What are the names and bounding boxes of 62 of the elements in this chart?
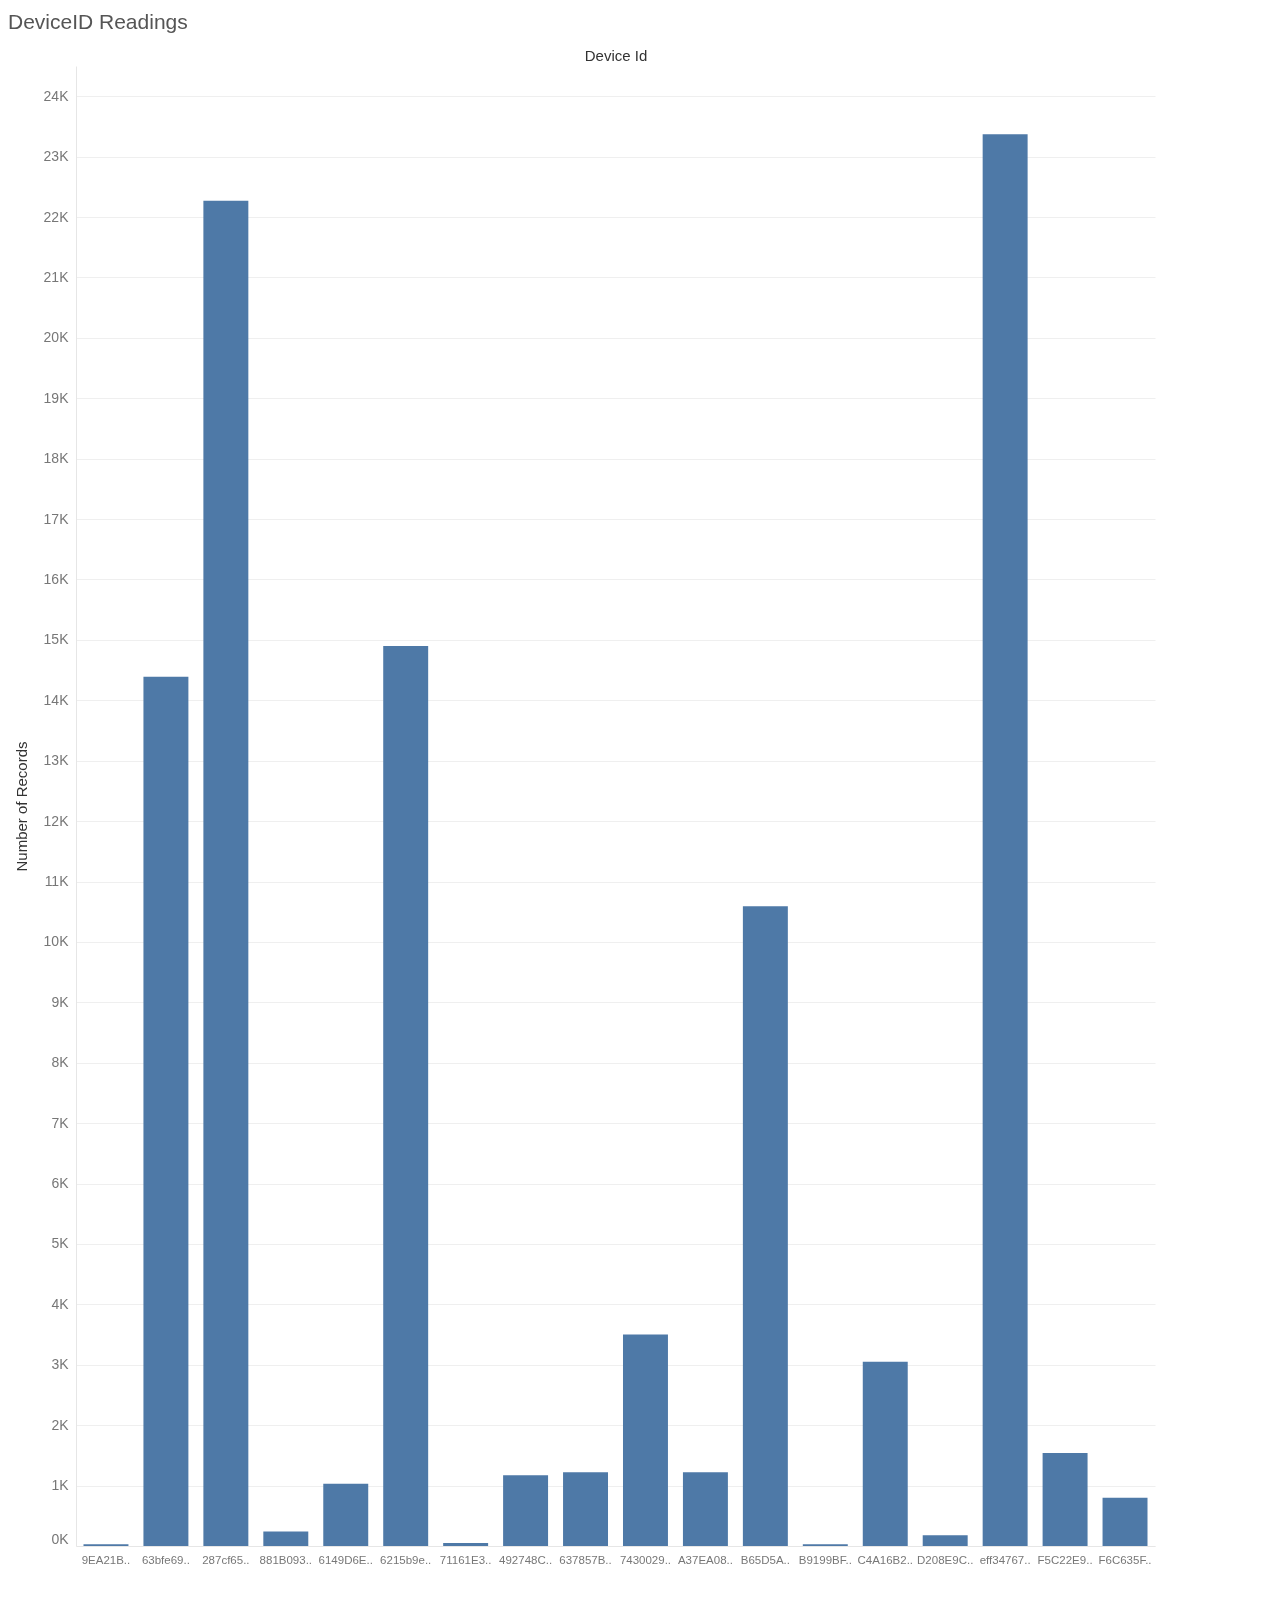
bar — [1102, 1497, 1148, 1546]
bar — [862, 1361, 908, 1546]
bar — [263, 1531, 309, 1546]
bar — [1042, 1452, 1088, 1546]
x-tick-label: 7430029.. — [619, 1553, 672, 1566]
y-tick-label: 3K — [51, 1356, 70, 1373]
x-tick-label: F6C635F.. — [1098, 1553, 1152, 1566]
y-tick-label: 24K — [43, 87, 70, 104]
x-tick-label: F5C22E9.. — [1037, 1553, 1093, 1566]
y-tick-label: 16K — [43, 570, 70, 587]
bar — [742, 906, 788, 1546]
y-tick-label: 5K — [51, 1235, 70, 1252]
y-tick-label: 19K — [43, 389, 70, 406]
bar — [503, 1475, 549, 1546]
bar — [383, 645, 429, 1546]
x-tick-label: C4A16B2.. — [857, 1553, 914, 1566]
y-tick-label: 12K — [43, 812, 70, 829]
y-tick-label: 20K — [43, 329, 70, 346]
y-tick-label: 0K — [51, 1530, 70, 1547]
x-tick-label: 63bfe69.. — [141, 1553, 190, 1566]
bar — [622, 1334, 668, 1546]
chart-title: DeviceID Readings — [8, 10, 188, 34]
x-tick-label: eff34767.. — [979, 1553, 1031, 1566]
y-tick-label: 7K — [51, 1114, 70, 1131]
y-tick-label: 1K — [51, 1477, 70, 1494]
bar — [143, 676, 189, 1546]
x-tick-label: B9199BF.. — [798, 1553, 852, 1566]
bar — [922, 1535, 968, 1546]
bar — [443, 1542, 489, 1546]
x-tick-label: D208E9C.. — [917, 1553, 974, 1566]
y-tick-label: 10K — [43, 933, 70, 950]
y-tick-label: 23K — [43, 148, 70, 165]
x-tick-label: 71161E3.. — [439, 1553, 492, 1566]
y-tick-label: 13K — [43, 752, 70, 769]
x-tick-label: 492748C.. — [499, 1553, 553, 1566]
y-tick-label: 22K — [43, 208, 70, 225]
y-tick-label: 2K — [51, 1416, 70, 1433]
x-tick-label: 287cf65.. — [202, 1553, 250, 1566]
bar — [203, 200, 249, 1546]
y-tick-label: 4K — [51, 1295, 70, 1312]
bar — [563, 1472, 609, 1546]
y-tick-label: 21K — [43, 268, 70, 285]
y-tick-label: 14K — [43, 691, 70, 708]
y-tick-label: 6K — [51, 1175, 70, 1192]
x-tick-label: 637857B.. — [559, 1553, 612, 1566]
y-tick-label: 8K — [51, 1054, 70, 1071]
bar — [323, 1483, 369, 1546]
bar — [982, 134, 1028, 1546]
x-tick-label: 6149D6E.. — [318, 1553, 373, 1566]
y-tick-label: 11K — [44, 873, 70, 890]
bar — [682, 1472, 728, 1546]
x-tick-label: 9EA21B.. — [81, 1553, 131, 1566]
y-tick-label: 17K — [43, 510, 70, 527]
y-tick-label: 18K — [43, 450, 70, 467]
x-tick-label: A37EA08.. — [677, 1553, 733, 1566]
x-axis-title: Device Id — [584, 46, 648, 64]
y-tick-label: 9K — [51, 993, 70, 1010]
y-tick-label: 15K — [43, 631, 70, 648]
y-axis-title: Number of Records — [12, 741, 30, 872]
x-tick-label: B65D5A.. — [740, 1553, 790, 1566]
x-tick-label: 6215b9e.. — [380, 1553, 432, 1566]
x-tick-label: 881B093.. — [259, 1553, 313, 1566]
